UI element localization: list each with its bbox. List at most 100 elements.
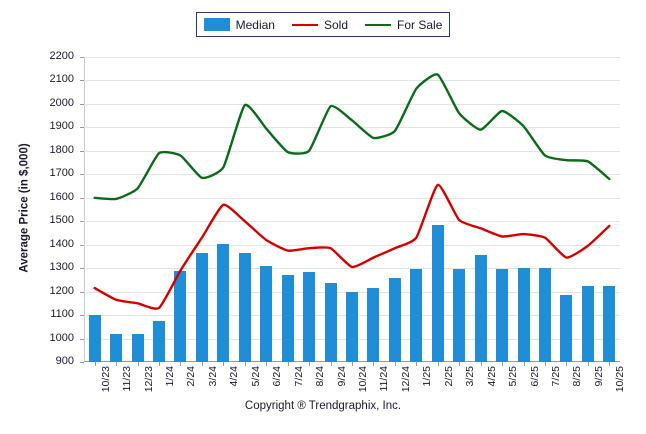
y-axis-tick-mark — [80, 291, 84, 293]
x-axis-tick-label: 10/25 — [614, 366, 627, 393]
bar-median-2-25[interactable] — [431, 224, 444, 362]
line-series-layer — [93, 73, 611, 310]
gridline — [84, 103, 620, 105]
y-axis-tick-label: 1600 — [49, 190, 74, 203]
legend-item-label: For Sale — [397, 17, 443, 32]
gridline — [84, 244, 620, 246]
y-axis-tick-mark — [80, 80, 84, 82]
bar-median-3-25[interactable] — [453, 269, 466, 362]
x-axis-tick-mark — [609, 362, 611, 366]
y-axis-tick-label: 1800 — [49, 143, 74, 156]
x-axis-tick-mark — [502, 362, 504, 366]
x-axis-tick-mark — [266, 362, 268, 366]
y-axis-title: Average Price (in $,000) — [16, 50, 34, 365]
y-axis-tick-mark — [80, 221, 84, 223]
x-axis-tick-mark — [159, 362, 161, 366]
x-axis-tick-mark — [180, 362, 182, 366]
x-axis-tick-mark — [523, 362, 525, 366]
y-axis-tick-label: 1700 — [49, 167, 74, 180]
x-axis-tick-mark — [544, 362, 546, 366]
x-axis-tick-label: 10/23 — [99, 366, 112, 393]
x-axis-tick-label: 4/25 — [485, 366, 498, 387]
bar-median-12-24[interactable] — [388, 277, 401, 362]
x-axis-tick-label: 5/24 — [249, 366, 262, 387]
x-axis-tick-mark — [94, 362, 96, 366]
y-axis-title-label: Average Price (in $,000) — [19, 142, 31, 273]
bar-median-6-24[interactable] — [260, 265, 273, 362]
x-axis-tick-mark — [244, 362, 246, 366]
line-swatch-icon — [291, 23, 318, 26]
x-axis-tick-mark — [459, 362, 461, 366]
bar-median-9-25[interactable] — [581, 285, 594, 362]
bar-median-4-25[interactable] — [474, 255, 487, 362]
y-axis-tick-label: 1000 — [49, 331, 74, 344]
x-axis-tick-label: 7/24 — [292, 366, 305, 387]
y-axis-tick-label: 2000 — [49, 96, 74, 109]
x-axis-tick-mark — [201, 362, 203, 366]
x-axis-tick-mark — [587, 362, 589, 366]
gridline — [84, 57, 620, 58]
y-axis-tick-label: 1200 — [49, 284, 74, 297]
y-axis-tick-label: 1500 — [49, 214, 74, 227]
legend-item-sold[interactable]: Sold — [291, 17, 349, 32]
x-axis-tick-mark — [373, 362, 375, 366]
y-axis-tick-mark — [80, 150, 84, 152]
x-axis-tick-label: 10/24 — [357, 366, 369, 393]
x-axis-tick-label: 9/24 — [335, 366, 348, 387]
bar-median-4-24[interactable] — [217, 243, 230, 362]
bar-median-12-23[interactable] — [131, 333, 144, 362]
y-axis-tick-mark — [80, 197, 84, 199]
y-axis-tick-label: 900 — [55, 355, 74, 367]
bar-median-2-24[interactable] — [174, 270, 187, 362]
x-axis-tick-label: 11/24 — [378, 366, 391, 392]
x-axis-tick-label: 3/25 — [464, 366, 477, 387]
x-axis-tick-mark — [352, 362, 353, 366]
bar-median-8-24[interactable] — [303, 271, 316, 362]
bar-median-10-23[interactable] — [88, 315, 101, 362]
bar-median-9-24[interactable] — [324, 283, 337, 362]
gridline — [84, 197, 620, 199]
bar-median-7-25[interactable] — [538, 268, 551, 362]
gridline — [84, 127, 620, 129]
x-axis-tick-label: 12/23 — [142, 366, 155, 393]
bar-median-11-24[interactable] — [367, 288, 380, 362]
bar-median-7-24[interactable] — [281, 275, 294, 362]
x-axis-tick-label: 2/25 — [442, 366, 455, 387]
bar-median-5-24[interactable] — [238, 252, 251, 362]
bar-median-1-25[interactable] — [410, 269, 423, 362]
bar-median-6-25[interactable] — [517, 268, 530, 362]
bar-median-11-23[interactable] — [110, 333, 123, 362]
line-swatch-icon — [365, 23, 392, 26]
copyright-text: Copyright ® Trendgraphix, Inc. — [244, 400, 402, 412]
y-axis-tick-mark — [80, 103, 84, 105]
line-series-for-sale[interactable] — [93, 73, 611, 201]
y-axis-tick-label: 2200 — [49, 50, 74, 62]
x-axis-tick-label: 1/25 — [421, 366, 434, 387]
bar-median-10-24[interactable] — [346, 291, 358, 362]
x-axis-tick-mark — [137, 362, 139, 366]
y-axis-tick-mark — [80, 244, 84, 246]
legend-item-for-sale[interactable]: For Sale — [365, 18, 442, 32]
y-axis-tick-mark — [80, 268, 84, 270]
legend-item-label: Sold — [323, 17, 349, 32]
y-axis-tick-mark — [80, 127, 84, 129]
bar-median-3-24[interactable] — [195, 252, 208, 362]
gridline — [84, 221, 620, 223]
bar-swatch-icon — [203, 18, 230, 31]
line-series-sold[interactable] — [93, 183, 611, 310]
legend-item-median[interactable]: Median — [203, 18, 275, 32]
x-axis-tick-label: 1/24 — [164, 366, 177, 387]
gridline — [84, 268, 620, 270]
bar-median-10-25[interactable] — [603, 285, 616, 362]
x-axis-tick-label: 9/25 — [592, 366, 605, 387]
x-axis-tick-label: 6/24 — [271, 366, 284, 387]
bar-median-1-24[interactable] — [153, 320, 166, 362]
bar-median-5-25[interactable] — [496, 269, 509, 362]
x-axis-tick-mark — [330, 362, 332, 366]
y-axis-tick-mark — [80, 338, 84, 340]
plot-area: 900 1000 1100 1200 1300 1400 1500 1600 1700 1800 1… — [50, 50, 627, 392]
y-axis-tick-label: 1100 — [50, 308, 74, 321]
x-axis-tick-mark — [394, 362, 396, 366]
bar-median-8-25[interactable] — [560, 295, 573, 362]
